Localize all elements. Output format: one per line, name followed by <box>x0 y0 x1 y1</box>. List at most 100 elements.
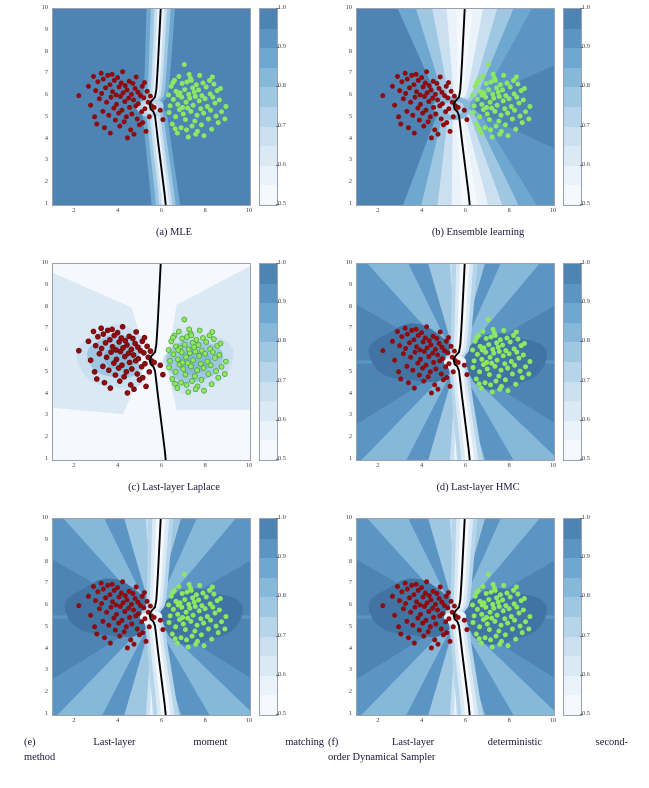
colorbar-segment <box>260 519 277 539</box>
data-point <box>133 329 140 335</box>
data-point <box>447 128 453 134</box>
data-point <box>189 123 195 129</box>
data-point <box>405 380 411 386</box>
data-point <box>380 93 386 99</box>
data-point <box>124 645 130 651</box>
data-point <box>192 604 198 610</box>
data-point <box>103 595 109 601</box>
data-point <box>394 329 400 335</box>
data-point <box>128 346 135 353</box>
data-point <box>494 102 500 108</box>
data-point <box>421 378 427 384</box>
data-point <box>178 635 184 641</box>
plot-area-c[interactable] <box>52 263 251 461</box>
colorbar-segment <box>260 87 277 107</box>
colorbar-segment <box>564 87 581 107</box>
data-point <box>403 91 409 96</box>
data-point <box>424 324 430 330</box>
data-point <box>415 77 421 83</box>
colorbar-segment <box>260 695 277 715</box>
data-point <box>479 101 485 107</box>
data-point <box>500 353 506 359</box>
data-point <box>492 108 498 114</box>
data-point <box>186 601 192 607</box>
x-axis-tick-label: 4 <box>116 462 120 469</box>
data-point <box>482 635 488 641</box>
data-point <box>103 354 110 361</box>
colorbar-segment <box>260 146 277 166</box>
colorbar-segment <box>564 538 581 559</box>
data-point <box>436 340 442 346</box>
data-point <box>183 99 189 105</box>
data-point <box>122 99 128 105</box>
data-point <box>490 91 496 97</box>
y-axis-tick-label: 6 <box>44 345 48 353</box>
data-point <box>139 83 145 89</box>
data-point <box>486 342 492 348</box>
data-point <box>160 371 166 378</box>
plot-area-e[interactable] <box>52 518 251 716</box>
colorbar-tick-mark <box>276 459 279 460</box>
data-point <box>191 599 197 605</box>
plot-area-b[interactable] <box>356 8 555 206</box>
data-point <box>389 338 395 344</box>
panel-plot-wrapper: 1 2 3 4 5 6 7 8 9 10 2 4 6 8 10 1.0 0.9 0.8 0.7 0.6 0.5 <box>328 512 628 734</box>
data-point <box>126 78 132 84</box>
data-point <box>423 617 429 623</box>
data-point <box>188 587 194 593</box>
data-point <box>196 87 202 93</box>
data-point <box>489 105 495 111</box>
data-point <box>127 104 133 110</box>
data-point <box>428 645 434 651</box>
colorbar-b <box>563 8 582 206</box>
data-point <box>181 341 188 348</box>
data-point <box>509 116 515 122</box>
class-0-points <box>380 579 470 651</box>
data-point <box>85 338 92 345</box>
data-point <box>407 340 413 346</box>
class-0-points <box>76 69 166 141</box>
data-point <box>181 316 188 323</box>
y-axis-tick-label: 4 <box>44 134 48 142</box>
colorbar-tick-label: 0.5 <box>278 709 286 717</box>
data-point <box>181 62 187 68</box>
colorbar-segment <box>260 264 277 284</box>
data-point <box>495 89 501 95</box>
decision-boundary-layer <box>452 9 471 205</box>
plot-area-d[interactable] <box>356 263 555 461</box>
data-point <box>410 367 416 373</box>
data-point <box>172 636 178 642</box>
panel-caption-c: (c) Last-layer Laplace <box>24 481 324 496</box>
data-point <box>100 76 106 82</box>
data-point <box>411 82 417 88</box>
y-axis-tick-label: 3 <box>348 666 352 674</box>
data-point <box>151 614 157 620</box>
data-point <box>484 614 490 620</box>
plot-area-a[interactable] <box>52 8 251 206</box>
contour-band <box>448 519 479 715</box>
data-point <box>213 623 219 629</box>
data-point <box>519 375 525 381</box>
data-point <box>421 94 427 100</box>
plot-area-f[interactable] <box>356 518 555 716</box>
data-point <box>173 114 179 120</box>
y-axis-tick-label: 3 <box>348 411 352 419</box>
data-point <box>209 126 215 132</box>
data-point <box>396 114 402 120</box>
data-point <box>131 641 137 647</box>
colorbar-tick-label: 0.9 <box>278 298 286 306</box>
y-axis-tick-label: 7 <box>348 579 352 587</box>
contour-band <box>432 9 503 205</box>
colorbar-tick-label: 0.8 <box>278 337 286 345</box>
data-point <box>520 97 526 103</box>
data-point <box>122 593 128 599</box>
colorbar-tick-mark <box>276 164 279 166</box>
data-point <box>448 343 454 349</box>
data-point <box>98 70 104 76</box>
data-point <box>182 117 188 123</box>
data-point <box>200 80 206 86</box>
data-point <box>124 135 130 141</box>
data-point <box>430 333 436 339</box>
data-point <box>186 91 192 97</box>
data-point <box>412 94 418 100</box>
